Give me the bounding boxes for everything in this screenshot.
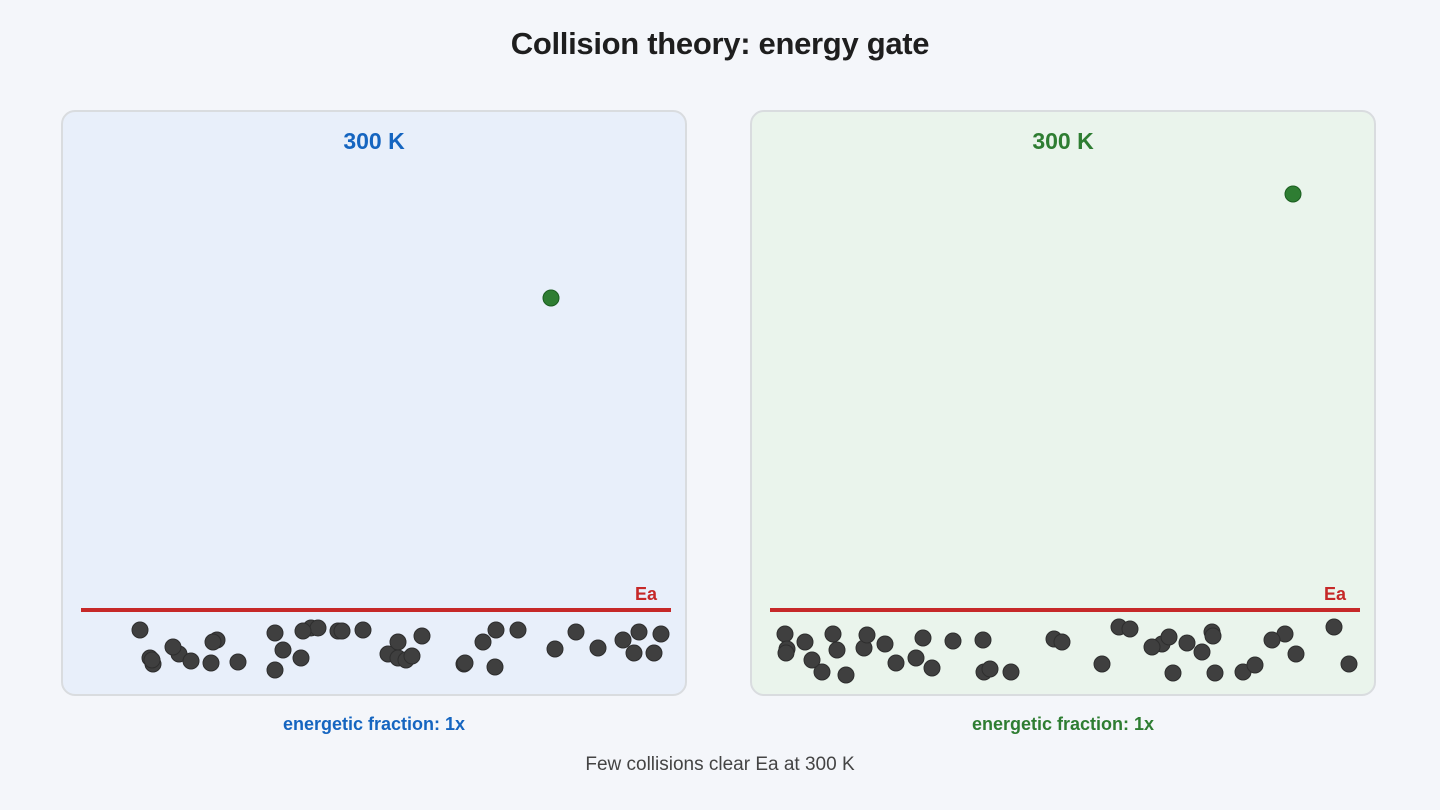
- low-energy-particle: [828, 641, 846, 659]
- low-energy-particle: [1093, 655, 1111, 673]
- low-energy-particle: [486, 658, 504, 676]
- low-energy-particle: [813, 663, 831, 681]
- low-energy-particle: [1160, 628, 1178, 646]
- low-energy-particle: [143, 651, 161, 669]
- panel-title-right: 300 K: [1032, 128, 1094, 154]
- low-energy-particle: [1340, 655, 1358, 673]
- low-energy-particle: [266, 624, 284, 642]
- panel-right: Ea 300 K: [750, 110, 1376, 696]
- low-energy-particle: [1178, 634, 1196, 652]
- high-energy-particle: [542, 289, 560, 307]
- low-energy-particle: [981, 660, 999, 678]
- low-energy-particle: [630, 623, 648, 641]
- low-energy-particle: [546, 640, 564, 658]
- low-energy-particle: [1287, 645, 1305, 663]
- energetic-fraction-right: energetic fraction: 1x: [971, 714, 1155, 734]
- low-energy-particle: [474, 633, 492, 651]
- low-energy-particle: [309, 619, 327, 637]
- energetic-fraction-left: energetic fraction: 1x: [282, 714, 466, 734]
- low-energy-particle: [614, 631, 632, 649]
- low-energy-particle: [1325, 618, 1343, 636]
- low-energy-particle: [567, 623, 585, 641]
- low-energy-particle: [923, 659, 941, 677]
- low-energy-particle: [837, 666, 855, 684]
- low-energy-particle: [202, 654, 220, 672]
- low-energy-particle: [182, 652, 200, 670]
- low-energy-particle: [403, 647, 421, 665]
- low-energy-particle: [509, 621, 527, 639]
- low-energy-particle: [645, 644, 663, 662]
- low-energy-particle: [456, 654, 474, 672]
- low-energy-particle: [131, 621, 149, 639]
- low-energy-particle: [294, 622, 312, 640]
- low-energy-particle: [974, 631, 992, 649]
- low-energy-particle: [914, 629, 932, 647]
- low-energy-particle: [229, 653, 247, 671]
- low-energy-particle: [1143, 638, 1161, 656]
- low-energy-particle: [796, 633, 814, 651]
- caption: Few collisions clear Ea at 300 K: [585, 754, 855, 775]
- low-energy-particle: [625, 644, 643, 662]
- low-energy-particle: [1164, 664, 1182, 682]
- low-energy-particle: [389, 633, 407, 651]
- low-energy-particle: [1193, 643, 1211, 661]
- low-energy-particle: [1053, 633, 1071, 651]
- low-energy-particle: [777, 644, 795, 662]
- low-energy-particle: [333, 622, 351, 640]
- low-energy-particle: [266, 661, 284, 679]
- low-energy-particle: [887, 654, 905, 672]
- low-energy-particle: [652, 625, 670, 643]
- low-energy-particle: [824, 625, 842, 643]
- panel-title-left: 300 K: [343, 128, 405, 154]
- low-energy-particle: [1206, 664, 1224, 682]
- low-energy-particle: [776, 625, 794, 643]
- particle-plot-right: Ea: [770, 185, 1360, 684]
- particle-group-right: [776, 185, 1358, 684]
- low-energy-particle: [858, 626, 876, 644]
- panel-left: Ea 300 K: [61, 110, 687, 696]
- low-energy-particle: [907, 649, 925, 667]
- low-energy-particle: [1121, 620, 1139, 638]
- low-energy-particle: [803, 651, 821, 669]
- high-energy-particle: [1284, 185, 1302, 203]
- low-energy-particle: [1002, 663, 1020, 681]
- low-energy-particle: [1263, 631, 1281, 649]
- particle-plot-left: Ea: [81, 289, 671, 679]
- low-energy-particle: [164, 638, 182, 656]
- low-energy-particle: [204, 633, 222, 651]
- low-energy-particle: [1204, 627, 1222, 645]
- low-energy-particle: [1246, 656, 1264, 674]
- diagram-title: Collision theory: energy gate: [510, 26, 930, 61]
- low-energy-particle: [292, 649, 310, 667]
- low-energy-particle: [944, 632, 962, 650]
- low-energy-particle: [413, 627, 431, 645]
- ea-label: Ea: [635, 584, 658, 604]
- ea-label: Ea: [1324, 584, 1347, 604]
- low-energy-particle: [487, 621, 505, 639]
- low-energy-particle: [589, 639, 607, 657]
- low-energy-particle: [274, 641, 292, 659]
- particle-group-left: [131, 289, 670, 679]
- low-energy-particle: [354, 621, 372, 639]
- low-energy-particle: [876, 635, 894, 653]
